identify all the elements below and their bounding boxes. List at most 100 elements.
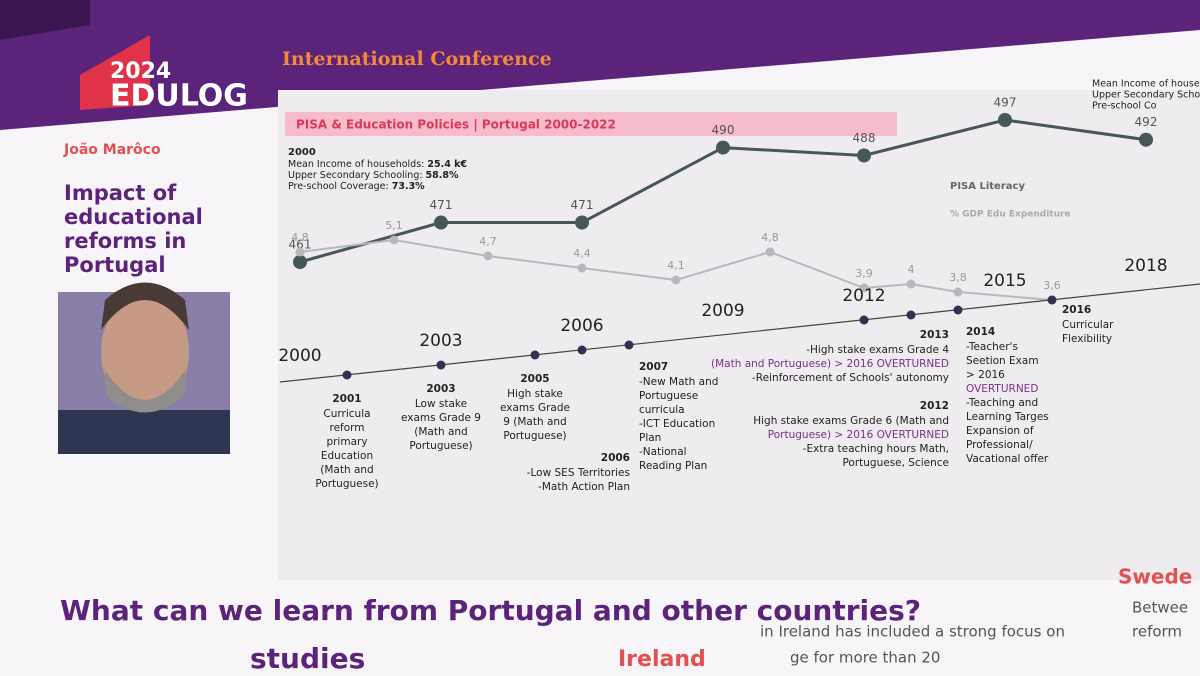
event-text: OVERTURNED bbox=[966, 383, 1038, 395]
event-year: 2001 bbox=[332, 393, 361, 405]
value-label: 490 bbox=[712, 123, 735, 137]
event-text: Portuguese) > 2016 OVERTURNED bbox=[768, 429, 949, 441]
event-text: Plan bbox=[639, 432, 661, 444]
event-dot bbox=[530, 350, 540, 360]
event-year: 2012 bbox=[920, 400, 949, 412]
event-dot bbox=[436, 360, 446, 370]
event-text: (Math and bbox=[414, 426, 467, 438]
event-text: Portuguese) bbox=[503, 430, 566, 442]
value-label: 4,7 bbox=[479, 235, 497, 248]
logo-year: 2024 bbox=[110, 59, 171, 84]
value-label: 5,1 bbox=[385, 219, 403, 232]
point bbox=[906, 279, 916, 289]
event-text: Portuguese bbox=[639, 390, 698, 402]
photo-hair bbox=[101, 282, 189, 330]
event-text: Seetion Exam bbox=[966, 355, 1039, 367]
note-year: 2000 bbox=[288, 147, 316, 158]
timeline-year: 2018 bbox=[1124, 256, 1167, 276]
event-text: Flexibility bbox=[1062, 333, 1112, 345]
event-dot bbox=[906, 310, 916, 320]
point bbox=[483, 251, 493, 261]
event-text: -Math Action Plan bbox=[538, 481, 630, 493]
point bbox=[765, 247, 775, 257]
event-text: Reading Plan bbox=[639, 460, 707, 472]
ireland-text: ge for more than 20 bbox=[790, 649, 940, 667]
value-label: 497 bbox=[994, 96, 1017, 110]
point bbox=[389, 235, 399, 245]
photo-shirt bbox=[58, 410, 230, 454]
ireland-title: Ireland bbox=[618, 647, 706, 672]
timeline-axis bbox=[279, 283, 1200, 383]
event-dot bbox=[953, 305, 963, 315]
event-text: primary bbox=[326, 436, 367, 448]
event-year: 2007 bbox=[639, 361, 668, 373]
point bbox=[998, 113, 1012, 127]
event-text: exams Grade 9 bbox=[401, 412, 481, 424]
value-label: 471 bbox=[571, 198, 594, 212]
value-label: 4,4 bbox=[573, 247, 591, 260]
note-line: Mean Income of househo bbox=[1092, 79, 1200, 90]
event-text: -Reinforcement of Schools' autonomy bbox=[752, 372, 949, 384]
timeline-year: 2009 bbox=[701, 301, 744, 321]
event-text: (Math and bbox=[320, 464, 373, 476]
note-label: Upper Secondary Schooling: bbox=[288, 170, 423, 181]
event-text: -Teacher's bbox=[966, 341, 1018, 353]
event-dot bbox=[1047, 295, 1057, 305]
point bbox=[1139, 132, 1153, 147]
event-text: reform bbox=[329, 422, 364, 434]
note-line: Pre-school Coverage: 73.3% bbox=[288, 181, 425, 192]
note-label: Pre-school Coverage: bbox=[288, 181, 389, 192]
timeline-year: 2015 bbox=[983, 271, 1026, 291]
timeline-year: 2012 bbox=[842, 286, 885, 306]
value-label: 4 bbox=[908, 263, 915, 276]
event-text: Education bbox=[321, 450, 373, 462]
event-text: Low stake bbox=[415, 398, 467, 410]
chart: 461 471 471 490 488 497 492 PISA Literacy 4,8 5,1… bbox=[289, 96, 1157, 305]
point bbox=[671, 275, 681, 285]
event-dot bbox=[342, 370, 352, 380]
note-line: Upper Secondary Schooling: 58.8% bbox=[288, 170, 459, 181]
legend-label: % GDP Edu Expenditure bbox=[950, 210, 1071, 220]
event-year: 2005 bbox=[520, 373, 549, 385]
event-text: -High stake exams Grade 4 bbox=[806, 344, 949, 356]
event-text: Curricula bbox=[323, 408, 370, 420]
ireland-text: in Ireland has included a strong focus o… bbox=[760, 623, 1065, 641]
value-label: 3,6 bbox=[1043, 279, 1061, 292]
value-label: 471 bbox=[430, 198, 453, 212]
chart-panel bbox=[278, 90, 1200, 580]
event-text: Vacational offer bbox=[966, 453, 1049, 465]
value-label: 461 bbox=[289, 238, 312, 252]
event-text: Curricular bbox=[1062, 319, 1114, 331]
sweden-title: Swede bbox=[1118, 565, 1192, 589]
event-dot bbox=[624, 340, 634, 350]
talk-title-line: Portugal bbox=[64, 253, 166, 277]
photo-beard bbox=[105, 370, 185, 413]
event-text: Expansion of bbox=[966, 425, 1034, 437]
note-value: 58.8% bbox=[426, 170, 459, 181]
bottom-heading: What can we learn from Portugal and othe… bbox=[60, 594, 921, 627]
note-value: 73.3% bbox=[392, 181, 425, 192]
event-text: Portuguese) bbox=[409, 440, 472, 452]
event-year: 2013 bbox=[920, 329, 949, 341]
talk-title-line: Impact of bbox=[64, 181, 177, 205]
value-label: 488 bbox=[853, 131, 876, 145]
note-line: Pre-school Co bbox=[1092, 101, 1157, 112]
event-text: Professional/ bbox=[966, 439, 1033, 451]
series-line bbox=[299, 238, 1053, 301]
event-text: -Low SES Territories bbox=[527, 467, 630, 479]
author-name: João Marôco bbox=[63, 142, 161, 158]
event-text: -Teaching and bbox=[966, 397, 1038, 409]
event-dot bbox=[859, 315, 869, 325]
event-text: 9 (Math and bbox=[503, 416, 566, 428]
event-year: 2006 bbox=[601, 452, 630, 464]
event-text: High stake exams Grade 6 (Math and bbox=[753, 415, 949, 427]
sweden-text: Betwee bbox=[1132, 599, 1188, 617]
point bbox=[293, 255, 307, 269]
sweden-text: reform bbox=[1132, 623, 1182, 641]
timeline-year: 2006 bbox=[560, 316, 603, 336]
photo-face bbox=[101, 294, 189, 410]
note-value: 25.4 k€ bbox=[427, 159, 467, 170]
note-line: Mean Income of households: 25.4 k€ bbox=[288, 159, 467, 170]
timeline-year: 2003 bbox=[419, 331, 462, 351]
